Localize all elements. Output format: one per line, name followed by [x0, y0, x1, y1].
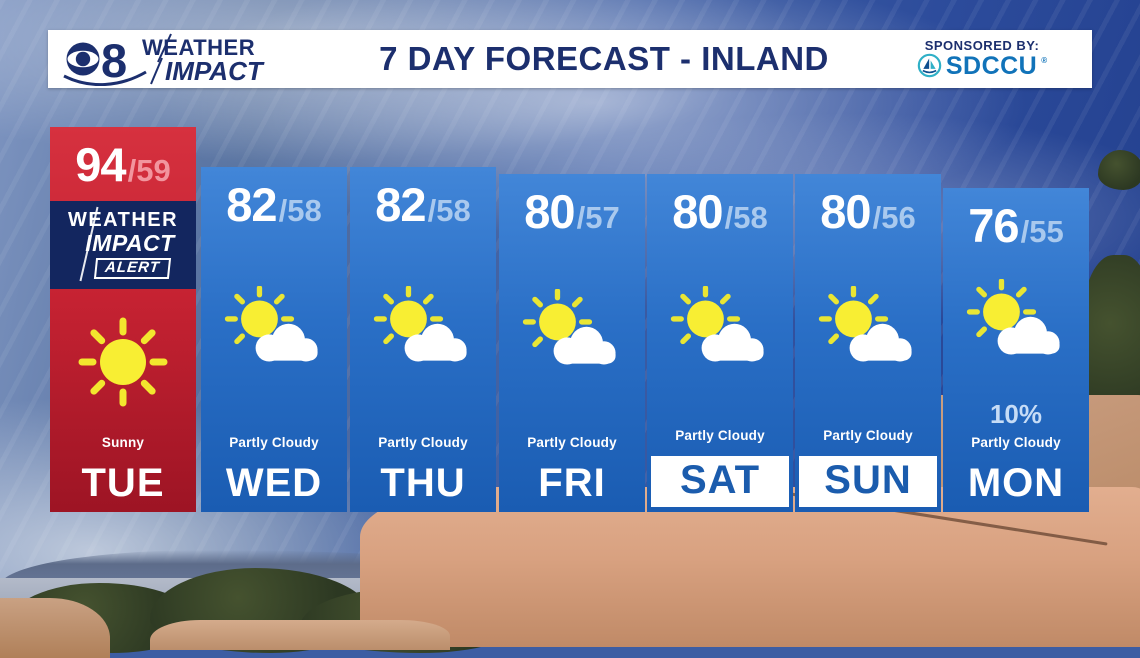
low-temp: 55 [1029, 214, 1064, 249]
temp-separator: / [1020, 214, 1030, 249]
forecast-column-sun: 80 /56 Partly Cloudy SUN [795, 174, 941, 512]
registered-mark: ® [1041, 55, 1048, 65]
temperature: 82 /58 [226, 181, 321, 228]
partly-cloudy-icon [373, 285, 467, 362]
condition-label: Sunny [101, 435, 145, 450]
station-logo: 8 WEATHER IMPACT [58, 32, 326, 86]
day-label-weekend: SAT [651, 456, 789, 507]
alert-weather-text: WEATHER [67, 209, 179, 231]
temp-separator: / [427, 193, 437, 228]
condition-label: Partly Cloudy [378, 435, 468, 450]
condition-label: Partly Cloudy [823, 428, 913, 443]
precip-chance: 10% [989, 399, 1043, 429]
header-bar: 8 WEATHER IMPACT 7 DAY FORECAST - INLAND… [48, 30, 1092, 88]
forecast-column-wed: 82 /58 Partly Cloudy WED [201, 167, 347, 512]
partly-cloudy-icon [670, 285, 764, 362]
partly-cloudy-icon [522, 289, 616, 365]
low-temp: 58 [287, 193, 322, 228]
forecast-column-tue: 94 /59 WEATHER IMPACT ALERT Sunny TUE [50, 127, 196, 512]
logo-impact-text: IMPACT [165, 56, 265, 86]
temperature: 80 /56 [820, 188, 915, 235]
condition-label: Partly Cloudy [527, 435, 617, 450]
weather-impact-alert-badge: WEATHER IMPACT ALERT [50, 201, 196, 289]
day-label: TUE [81, 461, 165, 505]
alert-alert-text: ALERT [93, 258, 171, 279]
condition-label: Partly Cloudy [971, 435, 1061, 450]
high-temp: 76 [968, 199, 1019, 252]
condition-label: Partly Cloudy [675, 428, 765, 443]
forecast-column-mon: 76 /55 10% Partly Cloudy MON [943, 188, 1089, 512]
boulder [360, 475, 1140, 647]
high-temp: 80 [524, 185, 575, 238]
partly-cloudy-icon [818, 285, 912, 362]
page-title: 7 DAY FORECAST - INLAND [379, 40, 829, 77]
forecast-column-fri: 80 /57 Partly Cloudy FRI [499, 174, 645, 512]
high-temp: 80 [672, 185, 723, 238]
forecast-column-thu: 82 /58 Partly Cloudy THU [350, 167, 496, 512]
temp-separator: / [872, 200, 882, 235]
station-number: 8 [101, 34, 127, 86]
day-label-weekend: SUN [799, 456, 937, 507]
high-temp: 80 [820, 185, 871, 238]
alert-impact-text: IMPACT [85, 230, 175, 256]
sponsor-block: SPONSORED BY: SDCCU ® [882, 39, 1082, 79]
low-temp: 59 [136, 153, 171, 188]
day-label: WED [225, 461, 323, 505]
sunny-icon [78, 317, 168, 407]
sponsored-by-label: SPONSORED BY: [924, 38, 1040, 54]
sdccu-logo-icon [917, 54, 942, 78]
temperature: 80 /57 [524, 188, 619, 235]
low-temp: 57 [585, 200, 620, 235]
temperature: 80 /58 [672, 188, 767, 235]
condition-label: Partly Cloudy [229, 435, 319, 450]
temp-separator: / [127, 153, 137, 188]
day-label: MON [967, 461, 1065, 505]
temperature: 76 /55 [968, 202, 1063, 249]
day-label: THU [380, 461, 466, 505]
temp-separator: / [724, 200, 734, 235]
partly-cloudy-icon [966, 279, 1060, 355]
low-temp: 58 [436, 193, 471, 228]
low-temp: 58 [733, 200, 768, 235]
high-temp: 82 [226, 178, 277, 231]
temperature: 94 /59 [75, 141, 170, 188]
temp-separator: / [278, 193, 288, 228]
day-label: FRI [538, 461, 606, 505]
temp-separator: / [576, 200, 586, 235]
partly-cloudy-icon [224, 285, 318, 362]
high-temp: 82 [375, 178, 426, 231]
forecast-column-sat: 80 /58 Partly Cloudy SAT [647, 174, 793, 512]
boulder [150, 620, 450, 650]
low-temp: 56 [881, 200, 916, 235]
cbs8-weather-impact-logo-icon: 8 WEATHER IMPACT [63, 33, 265, 86]
temperature: 82 /58 [375, 181, 470, 228]
sponsor-name: SDCCU [945, 51, 1038, 80]
high-temp: 94 [75, 138, 126, 191]
tree [1098, 150, 1140, 190]
